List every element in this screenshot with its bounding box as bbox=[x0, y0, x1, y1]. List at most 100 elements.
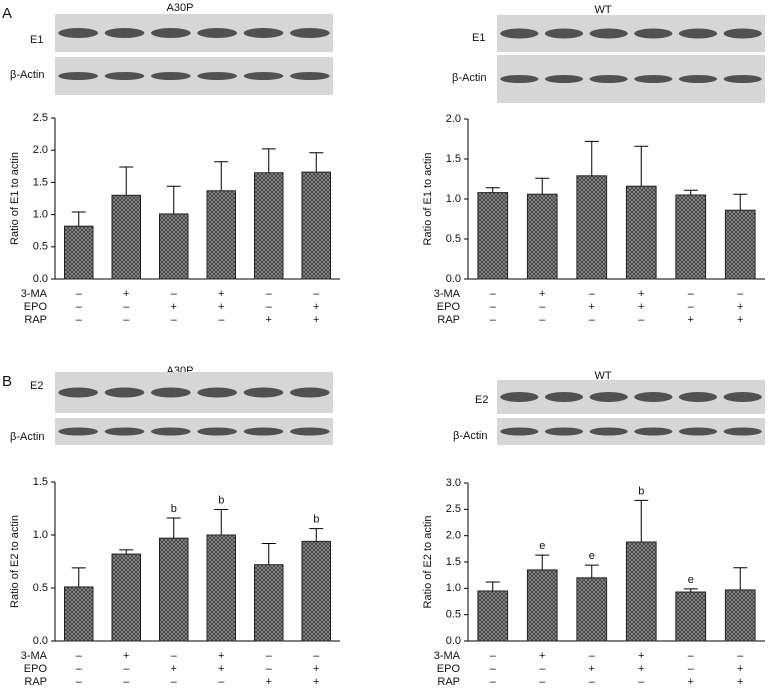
blot-label: β-Actin bbox=[452, 72, 486, 84]
bar bbox=[625, 185, 657, 280]
bar bbox=[111, 194, 141, 280]
y-tick-label: 0.5 bbox=[33, 582, 48, 594]
blot bbox=[497, 55, 765, 103]
blot-band bbox=[634, 392, 673, 402]
blot-band bbox=[150, 72, 191, 80]
blot-band bbox=[544, 392, 584, 402]
bar bbox=[159, 537, 189, 642]
blot-band bbox=[634, 75, 673, 83]
bar bbox=[254, 564, 284, 642]
condition-sign: – bbox=[76, 288, 83, 300]
y-tick-label: 1.0 bbox=[446, 193, 461, 205]
annotation: e bbox=[589, 550, 595, 562]
error-bar bbox=[634, 145, 649, 187]
error-bar bbox=[166, 185, 181, 214]
blot-band bbox=[150, 387, 191, 398]
condition-sign: – bbox=[171, 650, 178, 662]
y-tick-label: 0.0 bbox=[446, 635, 461, 647]
y-tick-label: 0.5 bbox=[446, 233, 461, 245]
blot-band bbox=[634, 427, 673, 436]
condition-sign: – bbox=[313, 288, 320, 300]
condition-sign: – bbox=[490, 650, 497, 662]
blot-band bbox=[723, 75, 762, 83]
blot bbox=[497, 15, 765, 52]
blot-band bbox=[678, 75, 718, 83]
condition-sign: – bbox=[737, 288, 744, 300]
condition-sign: – bbox=[266, 663, 273, 675]
condition-sign: + bbox=[266, 676, 272, 688]
condition-sign: + bbox=[266, 314, 272, 326]
bar bbox=[675, 591, 707, 642]
blot-band bbox=[150, 427, 191, 436]
condition-sign: – bbox=[688, 663, 695, 675]
condition-name: RAP bbox=[437, 676, 460, 688]
y-tick-label: 1.5 bbox=[33, 176, 48, 188]
bar bbox=[254, 172, 284, 280]
blot bbox=[55, 57, 333, 95]
y-tick-label: 0.0 bbox=[33, 273, 48, 285]
bar bbox=[301, 540, 331, 642]
condition-sign: – bbox=[76, 663, 83, 675]
y-axis-label: Ratio of E2 to actin bbox=[422, 516, 434, 609]
blot-band bbox=[58, 72, 99, 80]
blot-band bbox=[589, 28, 628, 39]
y-tick-label: 2.0 bbox=[446, 530, 461, 542]
condition-sign: + bbox=[123, 650, 129, 662]
error-bar bbox=[309, 528, 324, 542]
condition-sign: – bbox=[490, 314, 497, 326]
y-tick-label: 0.0 bbox=[446, 273, 461, 285]
error-bar bbox=[71, 211, 86, 227]
blot-band bbox=[678, 28, 718, 39]
bar bbox=[675, 194, 707, 280]
blot-band bbox=[243, 28, 284, 38]
bar bbox=[477, 590, 509, 642]
panel-label: A bbox=[2, 5, 12, 22]
blot-label: β-Actin bbox=[453, 430, 487, 442]
condition-name: RAP bbox=[24, 676, 47, 688]
blot-band bbox=[243, 72, 284, 80]
blot-band bbox=[58, 427, 99, 436]
y-tick-label: 0.5 bbox=[33, 241, 48, 253]
condition-sign: – bbox=[123, 663, 130, 675]
blot-label: E1 bbox=[30, 34, 43, 46]
condition-sign: – bbox=[539, 314, 546, 326]
condition-sign: + bbox=[539, 650, 545, 662]
error-bar bbox=[733, 567, 748, 590]
bar bbox=[64, 586, 94, 642]
error-bar bbox=[485, 581, 500, 591]
condition-sign: – bbox=[737, 650, 744, 662]
annotation: b bbox=[313, 514, 319, 526]
y-tick-label: 2.0 bbox=[33, 144, 48, 156]
blot-band bbox=[243, 427, 284, 436]
error-bar bbox=[485, 187, 500, 193]
y-tick-label: 2.0 bbox=[446, 113, 461, 125]
bar bbox=[625, 541, 657, 642]
condition-sign: – bbox=[589, 650, 596, 662]
blot-band bbox=[289, 387, 330, 398]
y-tick-label: 1.0 bbox=[33, 529, 48, 541]
condition-sign: – bbox=[688, 288, 695, 300]
error-bar bbox=[166, 517, 181, 539]
blot-band bbox=[197, 387, 238, 398]
blot-band bbox=[723, 427, 762, 436]
blot bbox=[55, 418, 333, 445]
condition-sign: – bbox=[589, 288, 596, 300]
blot-label: β-Actin bbox=[10, 69, 44, 81]
condition-sign: – bbox=[638, 314, 645, 326]
condition-sign: – bbox=[589, 314, 596, 326]
condition-name: RAP bbox=[437, 314, 460, 326]
condition-sign: – bbox=[266, 650, 273, 662]
condition-sign: + bbox=[688, 314, 694, 326]
blot-band bbox=[723, 392, 762, 402]
condition-name: 3-MA bbox=[21, 288, 48, 300]
bar bbox=[301, 171, 331, 280]
bar bbox=[576, 577, 608, 642]
chart-title: WT bbox=[594, 4, 611, 16]
y-tick-label: 3.0 bbox=[446, 477, 461, 489]
condition-sign: – bbox=[76, 314, 83, 326]
condition-name: EPO bbox=[437, 301, 461, 313]
condition-sign: + bbox=[123, 288, 129, 300]
panel-label: B bbox=[2, 373, 12, 390]
y-tick-label: 2.5 bbox=[446, 503, 461, 515]
